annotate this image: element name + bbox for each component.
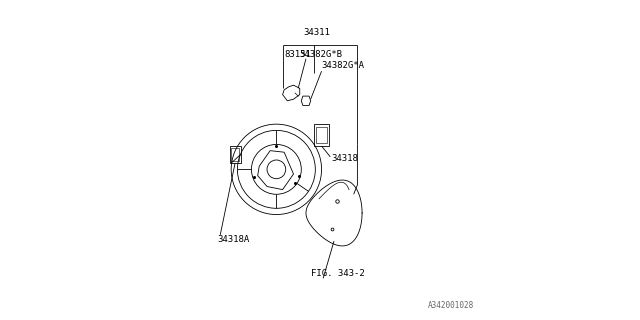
Text: 34318: 34318 [331,154,358,163]
Text: 34382G*A: 34382G*A [321,60,365,70]
Text: A342001028: A342001028 [428,300,474,310]
Text: 83151: 83151 [284,50,311,59]
Bar [230,146,241,163]
Bar [314,124,330,146]
Bar [231,148,239,161]
Bar [316,127,327,143]
Text: FIG. 343-2: FIG. 343-2 [310,269,364,278]
Text: 34382G*B: 34382G*B [300,50,343,59]
Text: 34311: 34311 [303,28,330,37]
Text: 34318A: 34318A [217,235,250,244]
